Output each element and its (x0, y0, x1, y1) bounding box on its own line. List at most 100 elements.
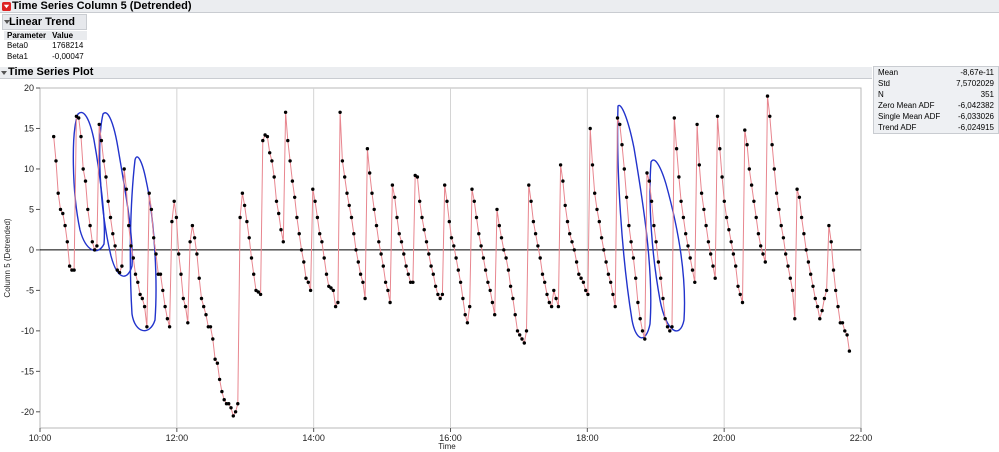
data-point (177, 252, 181, 256)
data-point (659, 276, 663, 280)
data-point (320, 240, 324, 244)
data-point (722, 199, 726, 203)
data-point (834, 288, 838, 293)
column-header: Value (49, 31, 87, 40)
data-point (572, 248, 576, 252)
time-series-chart[interactable]: -20 -15 -10 -5 0 5 10 15 20 10:00 12:00 14:00 16:00… (0, 80, 872, 452)
data-point (684, 232, 688, 236)
y-tick-label: 5 (29, 204, 34, 214)
data-point (354, 248, 358, 252)
data-point (436, 292, 440, 297)
data-point (797, 195, 802, 199)
data-point (86, 207, 90, 212)
data-point (527, 183, 531, 187)
data-point (240, 191, 245, 195)
data-point (242, 203, 247, 208)
data-point (199, 296, 204, 301)
data-point (72, 268, 76, 272)
data-point (645, 171, 649, 175)
data-point (358, 272, 363, 276)
data-point (511, 296, 515, 301)
data-point (142, 304, 147, 309)
linear-trend-header[interactable]: Linear Trend (2, 14, 87, 30)
data-point (765, 94, 770, 98)
data-point (761, 252, 765, 256)
data-point (802, 232, 806, 236)
disclosure-triangle-icon[interactable] (4, 19, 10, 25)
data-point (474, 215, 479, 220)
data-point (149, 207, 154, 212)
stat-value: -6,024915 (957, 123, 994, 132)
data-point (681, 215, 686, 220)
x-axis: 10:00 12:00 14:00 16:00 18:00 20:00 22:00 (29, 428, 872, 443)
time-series-plot-title: Time Series Plot (8, 66, 94, 78)
data-point (399, 240, 404, 244)
data-point (283, 110, 288, 114)
data-point (604, 260, 608, 264)
data-point (229, 406, 233, 410)
data-point (186, 321, 190, 325)
data-point (522, 341, 526, 345)
data-point (784, 252, 788, 256)
data-point (634, 276, 638, 280)
data-point (197, 276, 201, 280)
data-point (131, 256, 135, 260)
time-series-plot-header[interactable]: Time Series Plot (0, 66, 872, 79)
data-point (820, 308, 824, 313)
data-point (552, 288, 556, 293)
data-point (606, 272, 611, 276)
data-point (620, 143, 624, 147)
data-point (565, 219, 570, 224)
data-point (533, 232, 538, 236)
data-point (92, 248, 97, 252)
data-point (747, 167, 751, 171)
data-point (497, 223, 501, 228)
grid-lines (176, 88, 725, 428)
data-point (352, 232, 356, 236)
data-point (618, 122, 622, 127)
data-point (674, 147, 679, 151)
data-point (458, 280, 463, 284)
annotation-loop (99, 112, 133, 277)
data-point (181, 296, 185, 301)
data-point (468, 304, 472, 309)
data-point (77, 116, 81, 120)
data-point (374, 223, 379, 228)
data-point (584, 288, 588, 293)
data-point (452, 244, 456, 248)
y-tick-label: 20 (24, 83, 34, 93)
data-point (818, 317, 822, 321)
stat-label: Mean (878, 68, 899, 77)
data-point (447, 219, 451, 224)
data-point (277, 211, 281, 216)
data-point (104, 175, 108, 179)
disclosure-triangle-icon[interactable] (2, 2, 11, 11)
table-row: Beta0 1768214 (4, 40, 87, 51)
stat-label: Single Mean ADF (878, 112, 941, 121)
data-point (347, 203, 351, 208)
x-tick-label: 14:00 (302, 433, 325, 443)
data-point (265, 134, 270, 139)
data-point (709, 252, 713, 256)
data-point (706, 240, 711, 244)
data-point (261, 138, 265, 143)
data-point (129, 244, 133, 248)
parameter-cell: Beta1 (7, 52, 28, 61)
data-point (811, 284, 815, 288)
data-point (549, 304, 554, 309)
data-point (63, 223, 67, 228)
disclosure-triangle-icon[interactable] (1, 70, 7, 76)
data-point (661, 296, 665, 301)
data-point (815, 304, 820, 309)
report-title-bar[interactable]: Time Series Column 5 (Detrended) (0, 0, 999, 13)
data-point (677, 175, 681, 179)
stat-value: 7,5702029 (956, 79, 994, 88)
data-point (847, 349, 852, 353)
data-point (568, 232, 572, 236)
data-point (424, 240, 429, 244)
data-point (333, 304, 338, 309)
data-point (652, 223, 656, 228)
data-point (597, 219, 601, 224)
data-point (58, 207, 63, 212)
stat-label: Std (878, 79, 891, 88)
